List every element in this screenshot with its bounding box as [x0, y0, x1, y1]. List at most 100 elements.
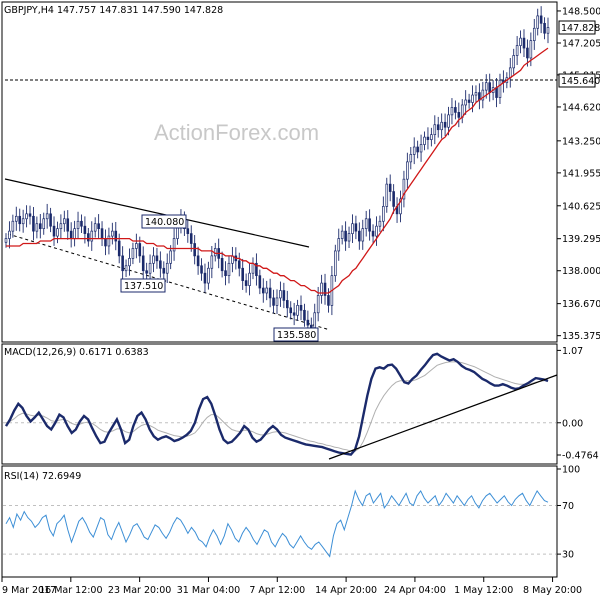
- price-panel-border: [1, 1, 558, 343]
- x-tick-label: 23 Mar 20:00: [108, 585, 171, 596]
- rsi-tick-label: 30: [562, 550, 574, 561]
- x-tick-label: 8 May 20:00: [523, 585, 582, 596]
- candle: [275, 289, 279, 314]
- candle: [107, 227, 111, 255]
- price-tick-labels: 148.500147.205145.915144.620143.250141.9…: [557, 6, 600, 342]
- moving-average-line: [6, 47, 549, 294]
- x-tick-label: 1 May 12:00: [454, 585, 513, 596]
- candle: [203, 263, 207, 293]
- annotation-137510: 137.510: [124, 281, 163, 292]
- candle: [4, 233, 8, 248]
- candle: [412, 137, 416, 165]
- watermark: ActionForex.com: [154, 120, 319, 145]
- candle: [536, 8, 540, 36]
- candle: [334, 244, 337, 282]
- annotation-box-137510: [120, 278, 166, 293]
- candle: [454, 100, 457, 120]
- price-tick-label: 138.000: [562, 266, 600, 277]
- candle: [378, 215, 382, 232]
- candle: [443, 113, 447, 136]
- candle: [248, 263, 251, 296]
- candle: [80, 214, 83, 233]
- candle: [388, 174, 392, 202]
- last-price-label: 147.828: [561, 23, 600, 34]
- candle: [25, 205, 28, 228]
- candle: [299, 295, 303, 321]
- last-price-label-box: [558, 20, 596, 35]
- candle: [320, 274, 323, 304]
- candle: [148, 254, 152, 283]
- candle: [128, 248, 131, 276]
- candle: [416, 140, 419, 159]
- x-tick-label: 7 Apr 12:00: [249, 585, 305, 596]
- candle: [285, 290, 289, 318]
- upper-trendline: [4, 178, 310, 248]
- x-tick-label: 16 Mar 12:00: [39, 585, 102, 596]
- candle: [200, 258, 203, 281]
- candle: [344, 221, 347, 251]
- candle: [224, 261, 227, 286]
- candle: [419, 134, 423, 162]
- candle: [97, 214, 100, 239]
- candle: [296, 299, 299, 321]
- candle: [279, 281, 282, 307]
- candle: [464, 90, 467, 115]
- candle: [35, 216, 39, 239]
- candle: [303, 303, 306, 327]
- candle: [52, 216, 56, 246]
- candle: [512, 48, 515, 75]
- candle: [467, 93, 471, 109]
- price-tick-label: 147.205: [562, 38, 600, 49]
- candle: [261, 278, 265, 303]
- candle: [66, 210, 70, 240]
- candle: [87, 227, 90, 247]
- candle: [402, 170, 406, 208]
- candle: [450, 98, 454, 125]
- candle: [49, 207, 52, 233]
- candle: [268, 278, 272, 308]
- candle: [155, 247, 159, 269]
- rsi-panel: 100 70 30 RSI(14) 72.6949: [1, 465, 580, 578]
- candle: [265, 280, 269, 301]
- candle: [145, 262, 148, 282]
- rsi-tick-labels: 100 70 30: [557, 465, 580, 561]
- candle: [522, 29, 526, 58]
- rsi-tick-label: 100: [562, 465, 580, 476]
- price-tick-label: 141.955: [562, 168, 600, 179]
- candle: [481, 81, 485, 109]
- candle: [193, 235, 196, 265]
- candle: [447, 106, 450, 136]
- price-panel: ActionForex.com 148.500147.205145.915144…: [1, 1, 600, 343]
- candle: [375, 216, 378, 246]
- macd-trendline: [328, 374, 558, 460]
- candle: [323, 273, 327, 305]
- candle: [45, 203, 49, 229]
- candle: [515, 36, 519, 66]
- x-tick-label: 31 Mar 04:00: [177, 585, 240, 596]
- price-tick-label: 136.670: [562, 299, 600, 310]
- candle: [172, 228, 176, 261]
- candle: [32, 207, 35, 241]
- candle: [543, 17, 546, 40]
- candle: [11, 214, 15, 238]
- candle: [272, 289, 275, 314]
- candle: [382, 196, 385, 232]
- candle: [340, 225, 344, 245]
- candle: [371, 224, 375, 243]
- candle: [196, 246, 200, 275]
- rsi-panel-border: [1, 465, 558, 578]
- macd-panel-border: [1, 343, 558, 465]
- symbol-header: GBPJPY,H4 147.757 147.831 147.590 147.82…: [4, 5, 223, 16]
- candle: [364, 210, 368, 237]
- candle: [526, 39, 529, 67]
- annotation-box-135580: [273, 327, 319, 342]
- candle: [244, 273, 248, 293]
- candle: [282, 282, 286, 309]
- rsi-line: [5, 489, 549, 558]
- candle: [474, 85, 478, 103]
- candle: [159, 251, 162, 278]
- candle: [63, 210, 66, 232]
- candle: [18, 208, 22, 232]
